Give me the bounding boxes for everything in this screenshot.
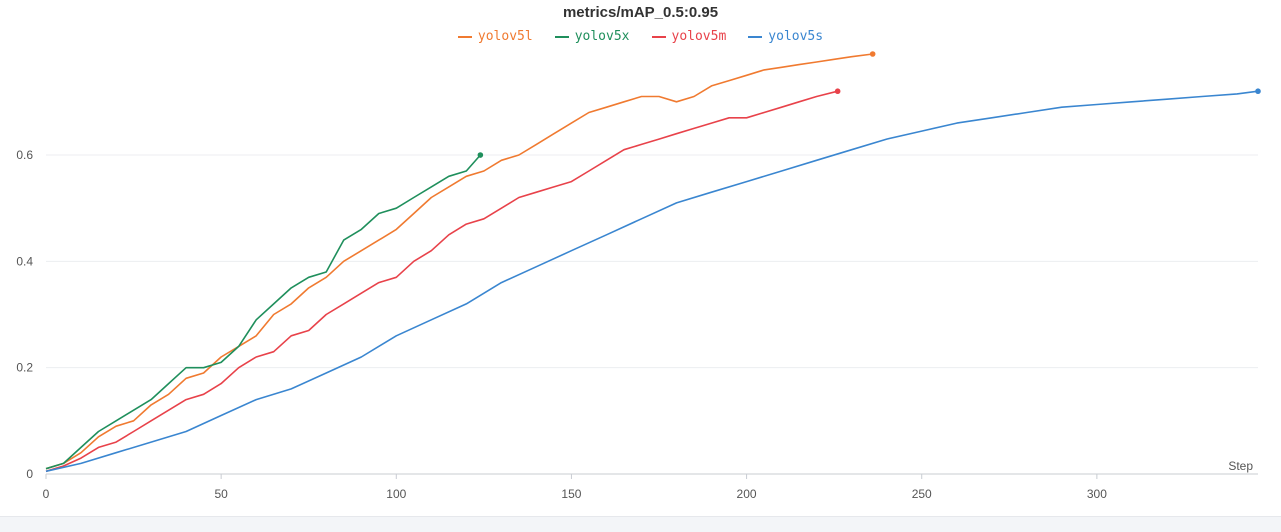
series-line-yolov5m[interactable]: [45, 90, 838, 473]
y-tick-label: 0.2: [16, 361, 33, 375]
legend-swatch-yolov5x: [554, 35, 569, 38]
y-tick-label: 0: [26, 467, 33, 481]
bottom-bar: [0, 516, 1281, 532]
legend-item-yolov5s[interactable]: yolov5s: [748, 29, 823, 44]
legend-item-yolov5x[interactable]: yolov5x: [554, 29, 630, 44]
legend-label-yolov5l: yolov5l: [477, 29, 533, 44]
legend-swatch-yolov5l: [457, 35, 472, 38]
x-axis-label: Step: [1228, 459, 1253, 473]
legend-item-yolov5m[interactable]: yolov5m: [651, 29, 727, 44]
y-tick-label: 0.4: [16, 254, 33, 268]
legend: yolov5l yolov5x yolov5m yolov5s: [0, 29, 1281, 44]
series-end-point-yolov5s[interactable]: [1255, 88, 1261, 95]
chart-title: metrics/mAP_0.5:0.95: [562, 4, 719, 21]
legend-label-yolov5x: yolov5x: [574, 29, 630, 44]
x-tick-label: 300: [1087, 487, 1107, 501]
legend-swatch-yolov5m: [651, 35, 666, 38]
series-line-yolov5l[interactable]: [45, 53, 873, 470]
x-tick-label: 250: [912, 487, 932, 501]
legend-label-yolov5s: yolov5s: [768, 29, 824, 44]
series-end-point-yolov5x[interactable]: [477, 152, 484, 158]
series-end-point-yolov5l[interactable]: [869, 51, 876, 57]
series-line-yolov5s[interactable]: [45, 90, 1259, 473]
x-tick-label: 200: [737, 487, 757, 501]
x-tick-label: 150: [561, 487, 581, 501]
y-tick-label: 0.6: [16, 148, 33, 162]
series-line-yolov5x[interactable]: [45, 154, 482, 470]
x-tick-label: 100: [386, 487, 406, 501]
legend-swatch-yolov5s: [748, 35, 763, 38]
series-end-point-yolov5m[interactable]: [834, 88, 841, 95]
x-tick-label: 0: [43, 487, 50, 501]
legend-item-yolov5l[interactable]: yolov5l: [457, 29, 533, 44]
legend-label-yolov5m: yolov5m: [671, 29, 727, 44]
x-tick-label: 50: [214, 487, 228, 501]
